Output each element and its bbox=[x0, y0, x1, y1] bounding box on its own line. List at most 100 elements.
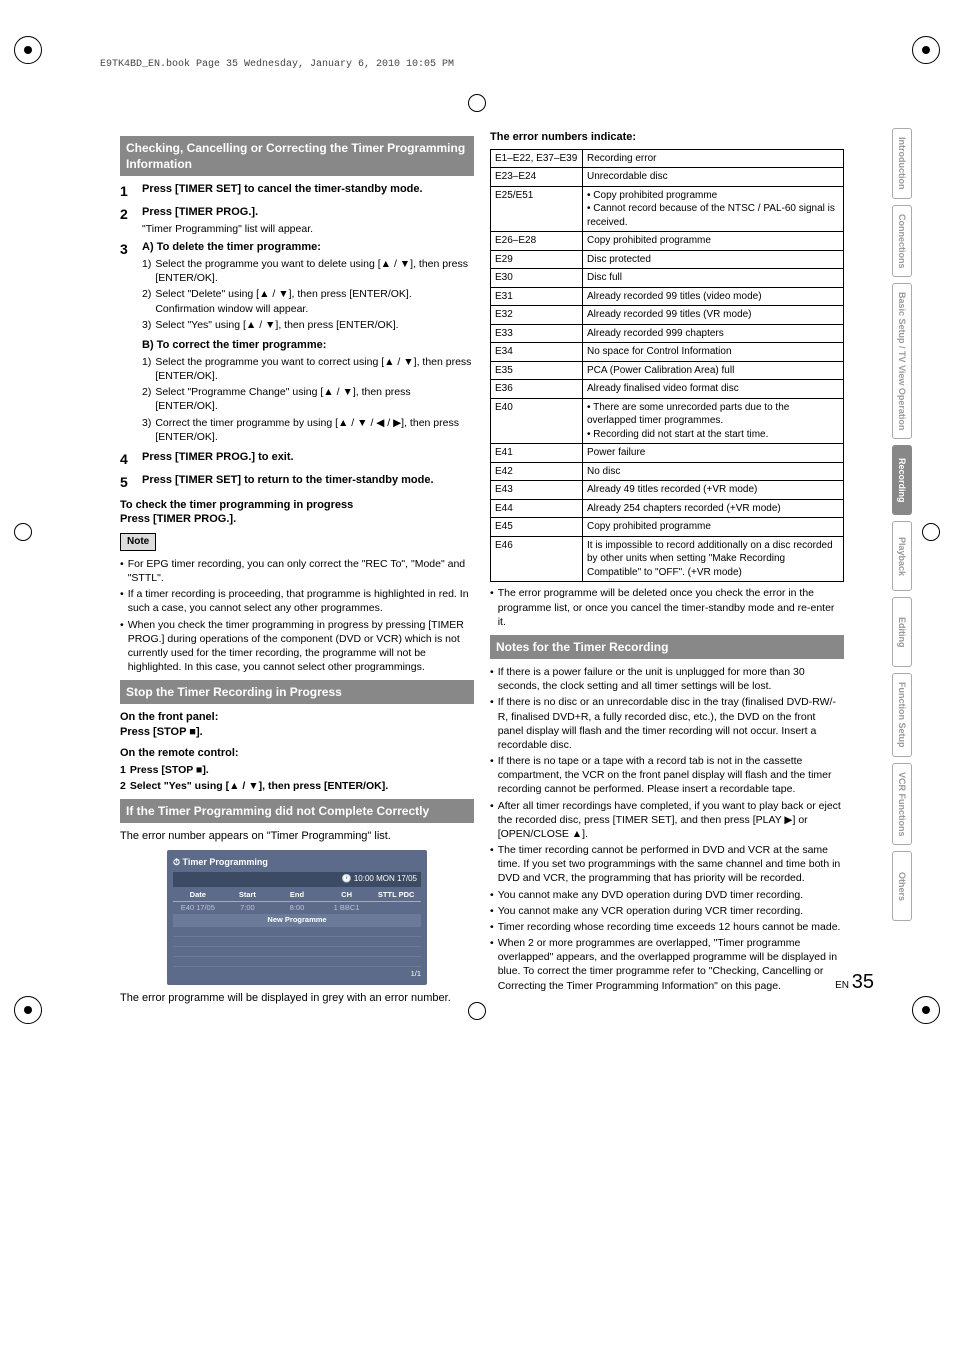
tp-row: E40 17/057:008:001 BBC1 bbox=[173, 902, 421, 914]
error-code: E30 bbox=[491, 269, 583, 288]
bullet-icon: • bbox=[120, 557, 124, 585]
error-code: E42 bbox=[491, 462, 583, 481]
section-heading: Checking, Cancelling or Correcting the T… bbox=[120, 136, 474, 176]
tp-col: STTL PDC bbox=[373, 890, 419, 900]
step-number: 3 bbox=[120, 240, 134, 446]
tp-header: DateStartEndCHSTTL PDC bbox=[173, 889, 421, 902]
tp-col: End bbox=[274, 890, 320, 900]
registration-mark bbox=[468, 94, 486, 112]
list-num: 2) bbox=[142, 287, 151, 315]
error-desc: No disc bbox=[583, 462, 844, 481]
bullet-icon: • bbox=[490, 843, 494, 886]
list-text: Select the programme you want to delete … bbox=[155, 257, 474, 285]
error-desc: Already 49 titles recorded (+VR mode) bbox=[583, 481, 844, 500]
note-text: If a timer recording is proceeding, that… bbox=[128, 587, 474, 615]
error-desc: No space for Control Information bbox=[583, 343, 844, 362]
error-desc: Already recorded 99 titles (video mode) bbox=[583, 287, 844, 306]
error-desc: Already 254 chapters recorded (+VR mode) bbox=[583, 499, 844, 518]
error-desc: Disc protected bbox=[583, 250, 844, 269]
error-desc: Already finalised video format disc bbox=[583, 380, 844, 399]
error-desc: PCA (Power Calibration Area) full bbox=[583, 361, 844, 380]
tp-empty-row bbox=[173, 927, 421, 937]
list-num: 3) bbox=[142, 318, 151, 332]
list-text: Select "Programme Change" using [▲ / ▼],… bbox=[155, 385, 474, 413]
error-code: E45 bbox=[491, 518, 583, 537]
section-body: The error number appears on "Timer Progr… bbox=[120, 829, 474, 844]
side-tab: VCR Functions bbox=[892, 763, 912, 846]
bullet-icon: • bbox=[490, 888, 494, 902]
list-text: Select "Yes" using [▲ / ▼], then press [… bbox=[130, 779, 388, 793]
check-body: Press [TIMER PROG.]. bbox=[120, 512, 474, 527]
error-code: E35 bbox=[491, 361, 583, 380]
error-intro: The error numbers indicate: bbox=[490, 130, 844, 145]
tp-col: Start bbox=[225, 890, 271, 900]
tp-empty-row bbox=[173, 937, 421, 947]
step-number: 5 bbox=[120, 473, 134, 492]
bullet-icon: • bbox=[490, 754, 494, 797]
error-code: E29 bbox=[491, 250, 583, 269]
registration-mark bbox=[468, 1002, 486, 1020]
error-table: E1–E22, E37–E39Recording errorE23–E24Unr… bbox=[490, 149, 844, 583]
error-code: E31 bbox=[491, 287, 583, 306]
error-code: E46 bbox=[491, 536, 583, 582]
registration-mark bbox=[14, 996, 42, 1024]
tp-footer: 1/1 bbox=[173, 967, 421, 979]
error-code: E33 bbox=[491, 324, 583, 343]
list-text: Select the programme you want to correct… bbox=[155, 355, 474, 383]
list-num: 1) bbox=[142, 355, 151, 383]
list-num: 1) bbox=[142, 257, 151, 285]
bullet-icon: • bbox=[490, 936, 494, 993]
note-text: Timer recording whose recording time exc… bbox=[498, 920, 841, 934]
error-desc: Recording error bbox=[583, 149, 844, 168]
error-code: E26–E28 bbox=[491, 232, 583, 251]
error-desc: Disc full bbox=[583, 269, 844, 288]
error-desc: • There are some unrecorded parts due to… bbox=[583, 398, 844, 444]
error-code: E41 bbox=[491, 444, 583, 463]
error-desc: It is impossible to record additionally … bbox=[583, 536, 844, 582]
tp-col: CH bbox=[324, 890, 370, 900]
error-code: E43 bbox=[491, 481, 583, 500]
side-tab: Playback bbox=[892, 521, 912, 591]
book-header: E9TK4BD_EN.book Page 35 Wednesday, Janua… bbox=[100, 58, 454, 72]
bullet-icon: • bbox=[120, 618, 124, 675]
registration-mark bbox=[912, 996, 940, 1024]
note-text: For EPG timer recording, you can only co… bbox=[128, 557, 474, 585]
error-code: E34 bbox=[491, 343, 583, 362]
step-text: Press [TIMER PROG.]. bbox=[142, 206, 258, 218]
step-2: 2 Press [TIMER PROG.]. "Timer Programmin… bbox=[120, 205, 474, 236]
error-footer: The error programme will be deleted once… bbox=[498, 586, 844, 629]
bullet-icon: • bbox=[120, 587, 124, 615]
step-sub: "Timer Programming" list will appear. bbox=[142, 222, 474, 236]
tp-cell: 1 BBC1 bbox=[324, 903, 370, 913]
error-desc: Already recorded 999 chapters bbox=[583, 324, 844, 343]
side-tab: Editing bbox=[892, 597, 912, 667]
side-tabs: IntroductionConnectionsBasic Setup / TV … bbox=[892, 128, 912, 921]
error-desc: Already recorded 99 titles (VR mode) bbox=[583, 306, 844, 325]
tp-cell: 8:00 bbox=[274, 903, 320, 913]
tp-cell: 7:00 bbox=[225, 903, 271, 913]
tp-title: ⏱ Timer Programming bbox=[173, 856, 421, 868]
step-1: 1 Press [TIMER SET] to cancel the timer-… bbox=[120, 182, 474, 201]
note-text: If there is no disc or an unrecordable d… bbox=[498, 695, 844, 752]
step-4: 4 Press [TIMER PROG.] to exit. bbox=[120, 450, 474, 469]
list-text: Select "Yes" using [▲ / ▼], then press [… bbox=[155, 318, 398, 332]
error-code: E25/E51 bbox=[491, 186, 583, 232]
error-desc: Power failure bbox=[583, 444, 844, 463]
list-num: 3) bbox=[142, 416, 151, 444]
section-heading: Notes for the Timer Recording bbox=[490, 635, 844, 659]
error-code: E32 bbox=[491, 306, 583, 325]
note-list: •If there is a power failure or the unit… bbox=[490, 665, 844, 993]
error-code: E1–E22, E37–E39 bbox=[491, 149, 583, 168]
step-number: 2 bbox=[120, 205, 134, 236]
front-panel-label: On the front panel: bbox=[120, 710, 474, 725]
tp-time: 🕐 10:00 MON 17/05 bbox=[173, 872, 421, 887]
registration-mark bbox=[922, 523, 940, 541]
error-code: E44 bbox=[491, 499, 583, 518]
step-5: 5 Press [TIMER SET] to return to the tim… bbox=[120, 473, 474, 492]
check-title: To check the timer programming in progre… bbox=[120, 498, 474, 513]
list-text: Press [STOP ■]. bbox=[130, 763, 209, 777]
bullet-icon: • bbox=[490, 799, 494, 842]
note-text: When you check the timer programming in … bbox=[128, 618, 474, 675]
bullet-icon: • bbox=[490, 904, 494, 918]
registration-mark bbox=[14, 36, 42, 64]
